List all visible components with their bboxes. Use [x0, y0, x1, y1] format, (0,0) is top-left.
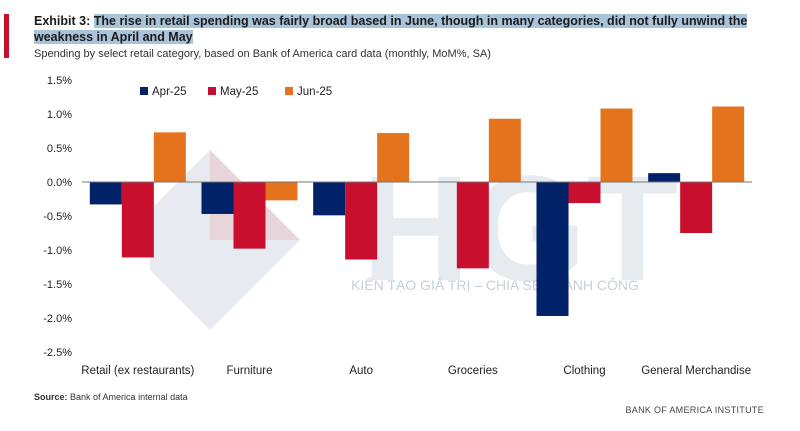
- x-category-label: Furniture: [226, 365, 272, 377]
- y-tick-label: -1.0%: [43, 245, 72, 257]
- y-tick-label: -2.5%: [43, 347, 72, 359]
- title-accent-bar: [4, 14, 9, 58]
- source-note: Source: Bank of America internal data: [34, 392, 188, 402]
- title-text: The rise in retail spending was fairly b…: [34, 14, 748, 44]
- x-category-label: General Merchandise: [641, 365, 751, 377]
- x-category-label: Retail (ex restaurants): [81, 365, 194, 377]
- bar-apr-25: [89, 182, 122, 205]
- bar-may-25: [121, 182, 154, 258]
- bar-jun-25: [265, 182, 298, 201]
- y-tick-label: -2.0%: [43, 313, 72, 325]
- legend-label-apr-25: Apr-25: [152, 86, 187, 98]
- legend-label-may-25: May-25: [220, 86, 258, 98]
- bar-apr-25: [648, 173, 681, 182]
- source-label: Source:: [34, 392, 68, 402]
- x-category-label: Auto: [349, 365, 373, 377]
- legend-label-jun-25: Jun-25: [297, 86, 332, 98]
- y-tick-label: 0.5%: [47, 143, 72, 155]
- x-category-label: Clothing: [563, 365, 605, 377]
- chart-title: Exhibit 3: The rise in retail spending w…: [34, 13, 774, 45]
- legend-swatch-may-25: [208, 87, 216, 95]
- bar-may-25: [233, 182, 266, 249]
- bar-apr-25: [536, 182, 569, 316]
- bar-may-25: [680, 182, 713, 233]
- bar-chart: 1.5% 1.0% 0.5% 0.0% -0.5% -1.0% -1.5% -2.0% -2.5…: [43, 75, 752, 377]
- source-text: Bank of America internal data: [70, 392, 188, 402]
- bar-may-25: [456, 182, 489, 269]
- x-category-label: Groceries: [448, 365, 498, 377]
- bar-jun-25: [712, 106, 745, 182]
- legend-swatch-apr-25: [140, 87, 148, 95]
- bar-jun-25: [488, 118, 521, 182]
- bar-apr-25: [201, 182, 234, 214]
- exhibit-label: Exhibit 3:: [34, 14, 91, 28]
- chart-area: 1.5% 1.0% 0.5% 0.0% -0.5% -1.0% -1.5% -2.0% -2.5…: [0, 66, 800, 386]
- bar-jun-25: [600, 108, 633, 182]
- bar-jun-25: [153, 132, 186, 182]
- footer-brand: BANK OF AMERICA INSTITUTE: [625, 405, 764, 415]
- y-tick-label: 0.0%: [47, 177, 72, 189]
- y-tick-label: 1.0%: [47, 109, 72, 121]
- bar-jun-25: [377, 133, 410, 182]
- y-tick-label: 1.5%: [47, 75, 72, 87]
- bar-may-25: [568, 182, 601, 204]
- y-tick-label: -0.5%: [43, 211, 72, 223]
- legend-swatch-jun-25: [285, 87, 293, 95]
- bar-may-25: [345, 182, 378, 260]
- chart-subtitle: Spending by select retail category, base…: [34, 48, 491, 60]
- bar-apr-25: [313, 182, 346, 216]
- y-tick-label: -1.5%: [43, 279, 72, 291]
